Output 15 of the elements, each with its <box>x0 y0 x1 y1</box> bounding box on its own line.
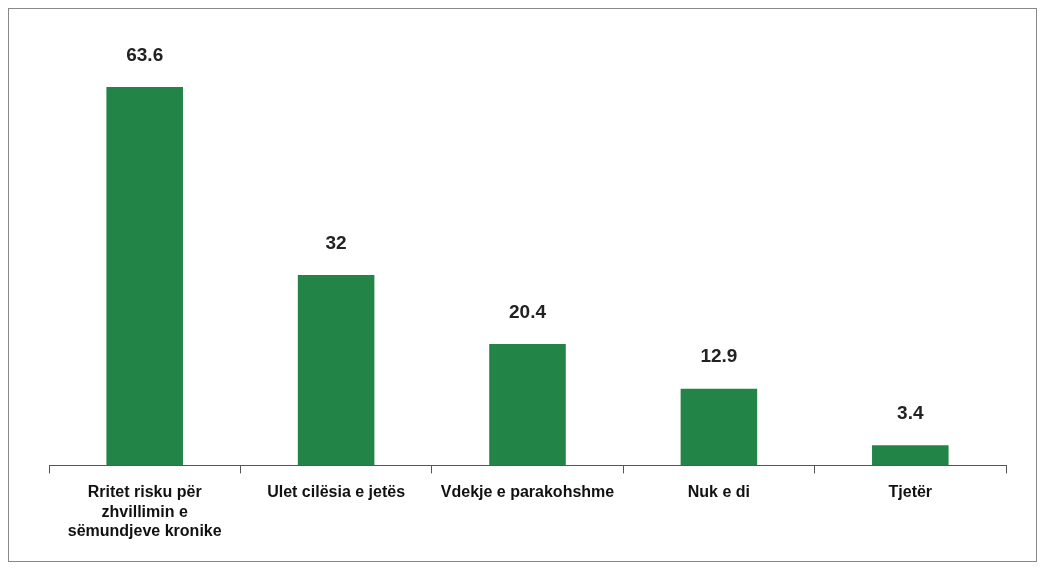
bar <box>489 344 566 466</box>
data-label: 12.9 <box>700 345 738 367</box>
bar <box>680 388 758 466</box>
data-label: 20.4 <box>509 300 547 322</box>
x-tick-label: Nuk e di <box>687 483 751 501</box>
x-tick-label: Vdekje e parakohshme <box>440 483 615 501</box>
x-tick-label: Ulet cilësia e jetës <box>267 483 406 501</box>
x-tick-label: Rritet risku për zhvillimin e sëmundjeve kronike <box>67 483 222 539</box>
bar <box>106 87 183 466</box>
data-label: 63.6 <box>126 43 164 65</box>
bar <box>872 445 949 466</box>
data-label: 32 <box>325 231 347 253</box>
data-label: 3.4 <box>897 401 924 423</box>
bar <box>297 275 375 466</box>
x-tick-label: Tjetër <box>888 483 933 501</box>
